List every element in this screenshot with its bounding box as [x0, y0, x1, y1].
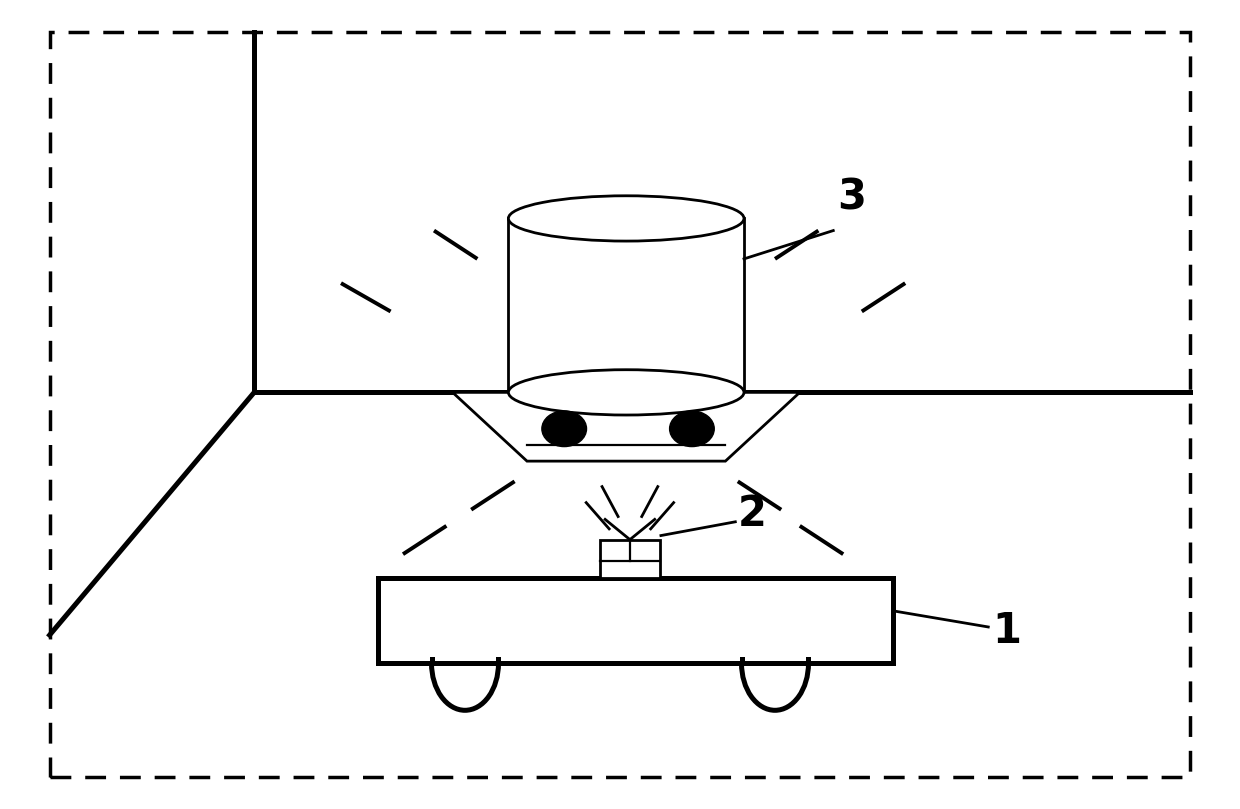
Ellipse shape	[508, 196, 744, 241]
Bar	[508, 218, 744, 392]
Ellipse shape	[670, 411, 714, 447]
Ellipse shape	[542, 411, 587, 447]
Text: 1: 1	[992, 610, 1021, 652]
Bar	[600, 540, 660, 578]
Text: 2: 2	[738, 493, 766, 535]
Text: 3: 3	[837, 176, 866, 218]
Bar	[378, 578, 893, 663]
Ellipse shape	[508, 370, 744, 415]
Polygon shape	[453, 392, 800, 461]
